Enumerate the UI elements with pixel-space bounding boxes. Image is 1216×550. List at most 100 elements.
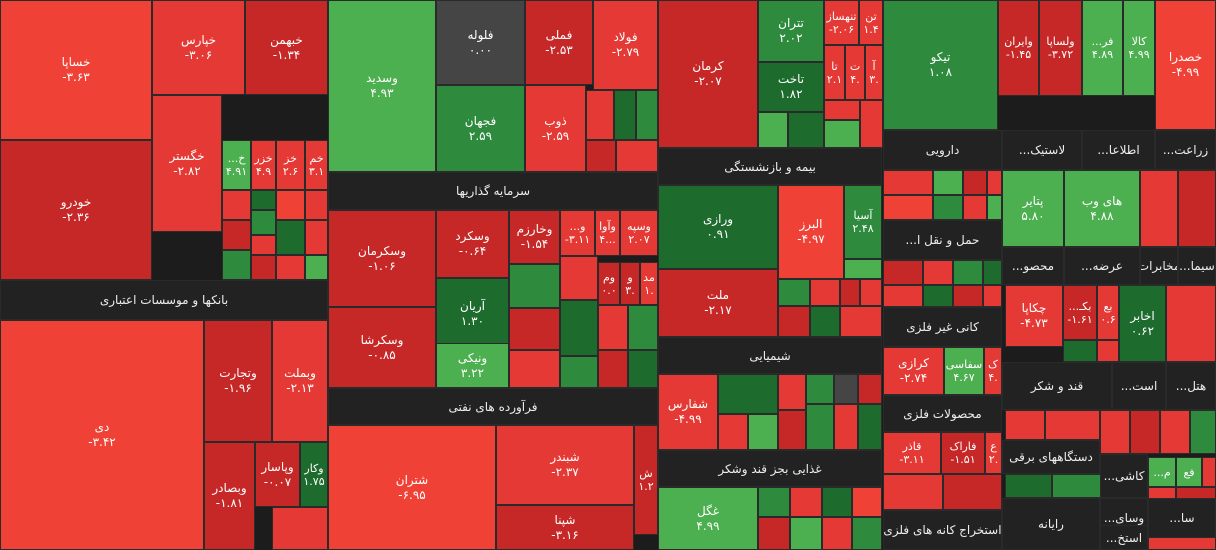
stock-tile[interactable]: فر... ۴.۸۹ (1082, 0, 1123, 96)
stock-tile[interactable] (883, 474, 943, 510)
stock-tile[interactable] (251, 210, 276, 235)
stock-tile[interactable] (305, 255, 328, 280)
stock-tile[interactable] (810, 279, 840, 306)
stock-tile[interactable] (840, 306, 882, 337)
stock-tile[interactable] (883, 285, 923, 307)
stock-tile[interactable]: تتران ۲.۰۲ (758, 0, 824, 62)
stock-tile[interactable] (758, 487, 790, 517)
stock-tile[interactable] (923, 260, 953, 285)
stock-tile[interactable]: خز ۲.۶ (276, 140, 305, 190)
stock-tile[interactable] (586, 90, 614, 140)
stock-tile[interactable]: های وب ۴.۸۸ (1064, 170, 1140, 247)
stock-tile[interactable]: وخارزم -۱.۵۴ (509, 210, 560, 264)
stock-tile[interactable]: ونیکی ۳.۲۲ (436, 343, 509, 388)
stock-tile[interactable] (933, 170, 963, 195)
stock-tile[interactable] (963, 170, 987, 195)
stock-tile[interactable] (860, 100, 883, 148)
stock-tile[interactable] (560, 300, 598, 356)
stock-tile[interactable] (222, 190, 251, 220)
stock-tile[interactable] (586, 140, 616, 172)
stock-tile[interactable]: وسپه ۲.۰۷ (620, 210, 658, 256)
stock-tile[interactable]: ت ۴. (845, 45, 865, 100)
stock-tile[interactable] (963, 195, 987, 220)
stock-tile[interactable]: غگل ۴.۹۹ (658, 487, 758, 550)
stock-tile[interactable] (983, 285, 1002, 307)
stock-tile[interactable]: وتجارت -۱.۹۶ (204, 320, 272, 442)
stock-tile[interactable] (1052, 474, 1102, 498)
stock-tile[interactable] (1202, 457, 1216, 487)
stock-tile[interactable] (758, 517, 790, 550)
stock-tile[interactable]: و ۳. (620, 262, 640, 305)
stock-tile[interactable]: قاذر -۳.۱۱ (883, 432, 941, 474)
stock-tile[interactable]: فلوله ۰.۰۰ (436, 0, 525, 85)
stock-tile[interactable] (276, 190, 305, 220)
stock-tile[interactable] (636, 90, 658, 140)
stock-tile[interactable] (1005, 474, 1052, 498)
stock-tile[interactable] (276, 255, 305, 280)
stock-tile[interactable] (987, 195, 1002, 220)
stock-tile[interactable]: خ... ۴.۹۱ (222, 140, 251, 190)
stock-tile[interactable]: کرازی -۲.۷۴ (883, 347, 944, 395)
stock-tile[interactable]: شپنا -۳.۱۶ (496, 505, 634, 550)
stock-tile[interactable] (824, 120, 860, 148)
stock-tile[interactable] (628, 305, 658, 350)
stock-tile[interactable]: وسکرد -۰.۶۴ (436, 210, 509, 278)
stock-tile[interactable] (1160, 410, 1190, 454)
stock-tile[interactable] (788, 112, 824, 148)
stock-tile[interactable]: وبملت -۲.۱۳ (272, 320, 328, 442)
stock-tile[interactable]: خبهمن -۱.۳۴ (245, 0, 328, 95)
stock-tile[interactable] (560, 256, 598, 300)
stock-tile[interactable]: شبندر -۲.۳۷ (496, 425, 634, 505)
stock-tile[interactable] (790, 487, 822, 517)
stock-tile[interactable] (987, 170, 1002, 195)
stock-tile[interactable] (251, 255, 276, 280)
stock-tile[interactable] (614, 90, 636, 140)
stock-tile[interactable]: پتایر ۵.۸۰ (1002, 170, 1064, 247)
stock-tile[interactable] (860, 279, 882, 306)
stock-tile[interactable]: تاخت ۱.۸۲ (758, 62, 824, 112)
stock-tile[interactable]: فاراک -۱.۵۱ (941, 432, 985, 474)
stock-tile[interactable]: خگستر -۲.۸۲ (152, 95, 222, 232)
stock-tile[interactable] (598, 305, 628, 350)
stock-tile[interactable]: آریان ۱.۳۰ (436, 278, 509, 350)
stock-tile[interactable]: خزر ۴.۹ (251, 140, 276, 190)
stock-tile[interactable]: و... -۳.۱۱ (560, 210, 595, 256)
stock-tile[interactable]: وسدید ۴.۹۳ (328, 0, 436, 172)
stock-tile[interactable] (251, 190, 276, 210)
stock-tile[interactable] (272, 507, 328, 550)
stock-tile[interactable] (276, 220, 305, 255)
stock-tile[interactable] (222, 250, 251, 280)
stock-tile[interactable]: فجهان ۲.۵۹ (436, 85, 525, 172)
stock-tile[interactable] (222, 220, 251, 250)
stock-tile[interactable] (778, 374, 806, 410)
stock-tile[interactable] (1178, 170, 1216, 247)
stock-tile[interactable]: بع ۰.۶ (1097, 285, 1119, 340)
stock-tile[interactable] (1130, 410, 1160, 454)
stock-tile[interactable]: شفارس -۴.۹۹ (658, 374, 718, 450)
stock-tile[interactable] (1166, 285, 1216, 362)
stock-tile[interactable] (778, 306, 810, 337)
stock-tile[interactable]: خپارس -۳.۰۶ (152, 0, 245, 95)
stock-tile[interactable] (628, 350, 658, 388)
stock-tile[interactable]: م... (1148, 457, 1176, 487)
stock-tile[interactable]: خم ۳.۱ (305, 140, 328, 190)
stock-tile[interactable] (822, 517, 852, 550)
stock-tile[interactable]: البرز -۴.۹۷ (778, 185, 844, 279)
stock-tile[interactable] (933, 195, 963, 220)
stock-tile[interactable] (844, 259, 882, 279)
stock-tile[interactable] (509, 308, 560, 350)
stock-tile[interactable] (1005, 410, 1045, 440)
stock-tile[interactable]: کالا ۴.۹۹ (1123, 0, 1155, 96)
stock-tile[interactable]: تن ۱.۴ (859, 0, 883, 45)
stock-tile[interactable] (983, 260, 1002, 285)
stock-tile[interactable]: تیکو ۱.۰۸ (883, 0, 998, 130)
stock-tile[interactable] (509, 264, 560, 308)
stock-tile[interactable]: تنهساز -۲.۰۶ (824, 0, 859, 45)
stock-tile[interactable] (305, 190, 328, 220)
stock-tile[interactable] (718, 414, 748, 450)
stock-tile[interactable] (883, 260, 923, 285)
stock-tile[interactable] (305, 220, 328, 255)
stock-tile[interactable]: بکـ... -۱.۶۱ (1063, 285, 1097, 340)
stock-tile[interactable] (852, 487, 882, 517)
stock-tile[interactable] (560, 356, 598, 388)
